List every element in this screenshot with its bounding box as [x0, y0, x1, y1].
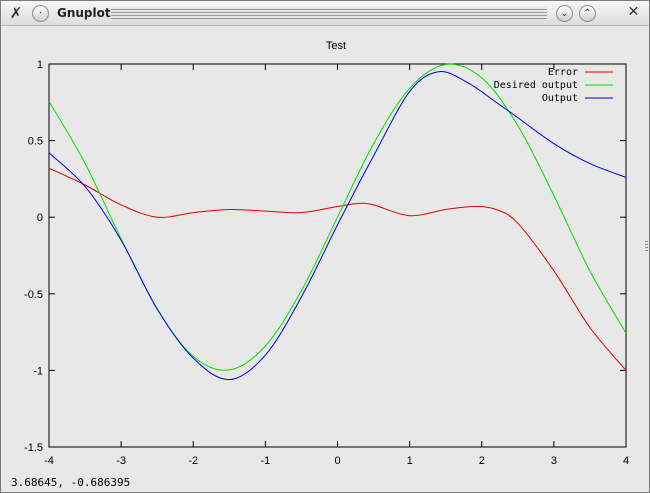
resize-grip[interactable] [645, 241, 648, 251]
y-tick-label: 0 [37, 212, 43, 224]
mouse-coordinates-readout: 3.68645, -0.686395 [11, 476, 131, 489]
window-menu-icon: · [38, 8, 43, 19]
x-tick-label: 2 [479, 455, 485, 467]
x-tick-label: 4 [623, 455, 629, 467]
series-line-error [48, 167, 627, 371]
title-bar[interactable]: ✗ · Gnuplot ⌄ ⌃ ✕ [1, 1, 649, 26]
legend: Error Desired output Output [494, 67, 613, 104]
y-tick-label: 0.5 [28, 136, 43, 148]
y-tick-label: 1 [37, 59, 43, 71]
legend-label-output: Output [542, 93, 578, 104]
window-title: Gnuplot [57, 6, 111, 20]
axes: -4 -3 -2 -1 0 1 2 3 4 1 0.5 0 -0.5 -1 -1.5 [24, 59, 629, 467]
maximize-button[interactable]: ⌃ [579, 5, 596, 22]
series-line-desired-output [48, 63, 627, 371]
close-button[interactable]: ✕ [626, 5, 641, 20]
legend-label-desired-output: Desired output [494, 80, 578, 91]
minimize-button[interactable]: ⌄ [556, 5, 573, 22]
chevron-down-icon: ⌄ [560, 8, 569, 19]
x-tick-label: -2 [188, 455, 198, 467]
x-tick-label: 0 [334, 455, 340, 467]
series-group [48, 63, 627, 381]
x-tick-label: 3 [551, 455, 557, 467]
title-bar-stripes [111, 7, 547, 19]
y-tick-label: -0.5 [24, 289, 43, 301]
x-tick-label: -4 [44, 455, 54, 467]
x-tick-label: -1 [260, 455, 270, 467]
x-tick-label: 1 [407, 455, 413, 467]
chart-title: Test [326, 40, 346, 52]
plot-frame [48, 63, 627, 448]
x-tick-label: -3 [116, 455, 126, 467]
plot-canvas[interactable]: Test -4 -3 -2 -1 0 1 2 3 4 1 0.5 0 -0.5 -1 -1.5 Error D… [1, 26, 649, 472]
series-line-output [48, 70, 627, 381]
close-icon: ✕ [627, 4, 640, 20]
y-tick-label: -1 [33, 365, 43, 377]
window-menu-button[interactable]: · [32, 5, 49, 22]
chevron-up-icon: ⌃ [583, 8, 592, 19]
legend-label-error: Error [548, 67, 578, 78]
gnuplot-x-icon[interactable]: ✗ [9, 4, 23, 22]
y-tick-label: -1.5 [24, 442, 43, 454]
